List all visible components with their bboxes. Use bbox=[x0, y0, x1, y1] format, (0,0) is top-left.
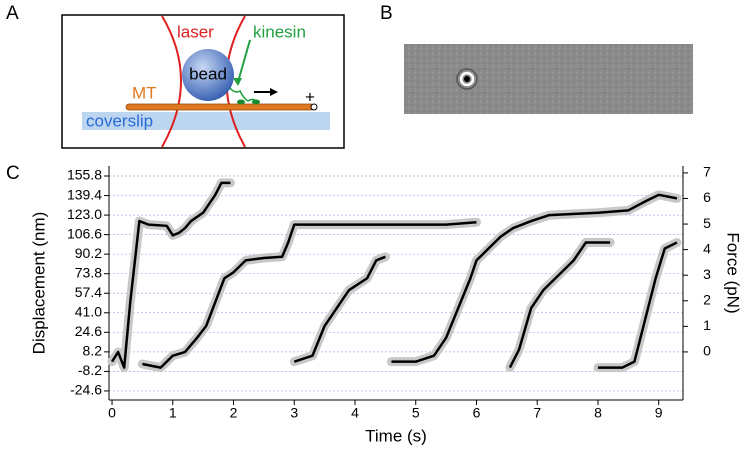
coverslip bbox=[82, 112, 330, 130]
y2-tick-label: 5 bbox=[703, 215, 711, 231]
bead-center bbox=[464, 76, 470, 82]
laser-beam bbox=[161, 15, 182, 148]
coverslip-label: coverslip bbox=[86, 111, 153, 130]
kinesin-pointer bbox=[237, 39, 251, 83]
y-tick-label: 73.8 bbox=[75, 264, 102, 280]
y2-axis-label: Force (pN) bbox=[724, 232, 743, 313]
x-tick-label: 8 bbox=[594, 405, 602, 421]
trace-halo bbox=[289, 252, 390, 367]
y-tick-label: 123.0 bbox=[67, 206, 102, 222]
y2-tick-label: 2 bbox=[703, 291, 711, 307]
x-axis-label: Time (s) bbox=[365, 426, 427, 445]
kinesin-head bbox=[252, 99, 260, 105]
image-background bbox=[404, 44, 693, 114]
motion-arrow-head bbox=[270, 88, 278, 96]
y-tick-label: 24.6 bbox=[75, 323, 102, 339]
trace bbox=[597, 241, 678, 369]
x-tick-label: 4 bbox=[351, 405, 359, 421]
chart: -24.6-8.28.224.641.057.473.890.2106.6123… bbox=[29, 164, 742, 446]
kinesin-head bbox=[237, 99, 245, 105]
trace bbox=[293, 255, 386, 363]
y2-tick-label: 0 bbox=[703, 343, 711, 359]
panel-label: B bbox=[380, 3, 393, 24]
y-tick-label: 139.4 bbox=[67, 186, 102, 202]
trace bbox=[508, 241, 611, 369]
bead-ring bbox=[456, 68, 478, 90]
mt-label: MT bbox=[132, 83, 157, 102]
trace bbox=[391, 193, 678, 363]
x-tick-label: 3 bbox=[290, 405, 298, 421]
y-tick-label: 41.0 bbox=[75, 303, 102, 319]
panel-label: A bbox=[6, 3, 19, 24]
plus-end bbox=[310, 103, 318, 111]
microscope-image bbox=[404, 44, 693, 114]
kinesin-pointer-head bbox=[233, 78, 242, 86]
bead-label: bead bbox=[189, 64, 227, 83]
x-tick-label: 7 bbox=[533, 405, 541, 421]
y-tick-label: -24.6 bbox=[70, 382, 102, 398]
y2-tick-label: 1 bbox=[703, 317, 711, 333]
trace-halo bbox=[505, 237, 615, 373]
trace-halo bbox=[137, 217, 481, 373]
x-tick-label: 0 bbox=[108, 405, 116, 421]
x-tick-label: 2 bbox=[230, 405, 238, 421]
y-tick-label: 57.4 bbox=[75, 284, 102, 300]
y-axis-label: Displacement (nm) bbox=[29, 212, 48, 355]
y2-tick-label: 6 bbox=[703, 189, 711, 205]
y-tick-label: 90.2 bbox=[75, 245, 102, 261]
kinesin-molecule bbox=[229, 87, 259, 104]
schematic: laser kinesin bead MT + coverslip bbox=[61, 14, 345, 149]
x-tick-label: 9 bbox=[655, 405, 663, 421]
x-tick-label: 5 bbox=[412, 405, 420, 421]
bead bbox=[182, 49, 234, 101]
y-tick-label: 155.8 bbox=[67, 167, 102, 183]
bead-ring bbox=[459, 71, 475, 87]
x-tick-label: 1 bbox=[169, 405, 177, 421]
trace bbox=[142, 220, 477, 369]
laser-label: laser bbox=[177, 22, 214, 41]
y2-tick-label: 4 bbox=[703, 240, 711, 256]
microtubule bbox=[125, 103, 315, 111]
trace bbox=[110, 181, 231, 369]
y-tick-label: 8.2 bbox=[83, 343, 103, 359]
plus-label: + bbox=[305, 87, 315, 106]
trace-halo bbox=[107, 178, 235, 373]
panel-label: C bbox=[6, 163, 20, 184]
y-tick-label: -8.2 bbox=[78, 362, 102, 378]
kinesin-label: kinesin bbox=[253, 22, 306, 41]
y2-tick-label: 3 bbox=[703, 266, 711, 282]
y-tick-label: 106.6 bbox=[67, 225, 102, 241]
x-tick-label: 6 bbox=[473, 405, 481, 421]
y2-tick-label: 7 bbox=[703, 164, 711, 180]
